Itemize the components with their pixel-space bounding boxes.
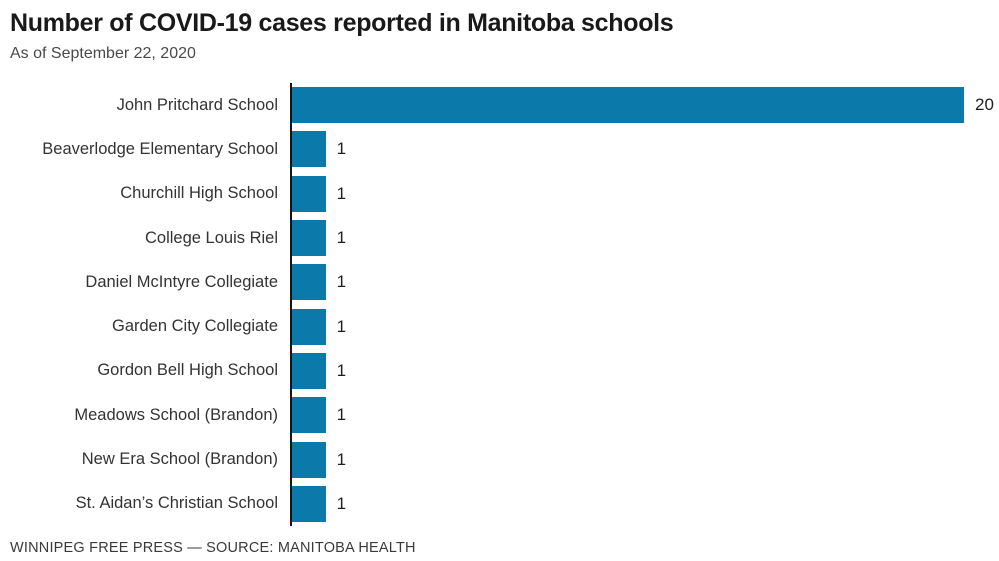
value-label: 1: [336, 139, 347, 159]
bar-area: 1: [290, 304, 999, 349]
bar: [292, 220, 326, 257]
bar-row: College Louis Riel 1: [0, 215, 999, 261]
bar: [292, 352, 326, 389]
bar-chart: John Pritchard School 20 Beaverlodge Ele…: [0, 83, 999, 526]
bar: [292, 175, 326, 212]
bar: [292, 131, 326, 168]
value-label: 1: [336, 316, 347, 336]
category-label: Daniel McIntyre Collegiate: [85, 272, 278, 291]
category-label: Gordon Bell High School: [97, 361, 278, 380]
value-label: 1: [336, 228, 347, 248]
bar: [292, 87, 964, 124]
category-label: Meadows School (Brandon): [74, 405, 278, 424]
bar-row: Beaverlodge Elementary School 1: [0, 127, 999, 172]
source-attribution: WINNIPEG FREE PRESS — SOURCE: MANITOBA H…: [10, 540, 416, 556]
bar-row: St. Aidan’s Christian School 1: [0, 481, 999, 526]
value-label: 1: [336, 449, 347, 469]
bar-area: 1: [290, 437, 999, 482]
bar-area: 1: [290, 215, 999, 261]
chart-subtitle: As of September 22, 2020: [10, 45, 196, 62]
chart-header: Number of COVID-19 cases reported in Man…: [10, 8, 989, 63]
bar-area: 1: [290, 260, 999, 305]
chart-title: Number of COVID-19 cases reported in Man…: [10, 9, 674, 37]
value-label: 1: [336, 360, 347, 380]
bar-row: New Era School (Brandon) 1: [0, 437, 999, 482]
bar-row: Gordon Bell High School 1: [0, 348, 999, 394]
bar: [292, 397, 326, 434]
bar-area: 1: [290, 171, 999, 216]
bar-row: John Pritchard School 20: [0, 83, 999, 128]
category-label: College Louis Riel: [145, 228, 278, 247]
bar: [292, 441, 326, 478]
category-label: John Pritchard School: [116, 95, 278, 114]
category-label: Garden City Collegiate: [112, 317, 278, 336]
bar-row: Meadows School (Brandon) 1: [0, 393, 999, 438]
bar-area: 1: [290, 127, 999, 172]
category-label: Beaverlodge Elementary School: [42, 139, 278, 158]
bar-area: 1: [290, 348, 999, 394]
bar-rows: John Pritchard School 20 Beaverlodge Ele…: [0, 83, 999, 526]
category-label: St. Aidan’s Christian School: [75, 494, 278, 513]
bar-row: Garden City Collegiate 1: [0, 304, 999, 349]
value-label: 20: [975, 95, 994, 115]
value-label: 1: [336, 405, 347, 425]
bar: [292, 264, 326, 301]
value-label: 1: [336, 493, 347, 513]
value-label: 1: [336, 183, 347, 203]
bar-row: Daniel McIntyre Collegiate 1: [0, 260, 999, 305]
category-label: Churchill High School: [120, 184, 278, 203]
bar-area: 1: [290, 393, 999, 438]
value-label: 1: [336, 272, 347, 292]
category-label: New Era School (Brandon): [81, 450, 278, 469]
bar: [292, 308, 326, 345]
bar-row: Churchill High School 1: [0, 171, 999, 216]
bar-area: 1: [290, 481, 999, 526]
bar: [292, 485, 326, 522]
bar-area: 20: [290, 83, 999, 128]
